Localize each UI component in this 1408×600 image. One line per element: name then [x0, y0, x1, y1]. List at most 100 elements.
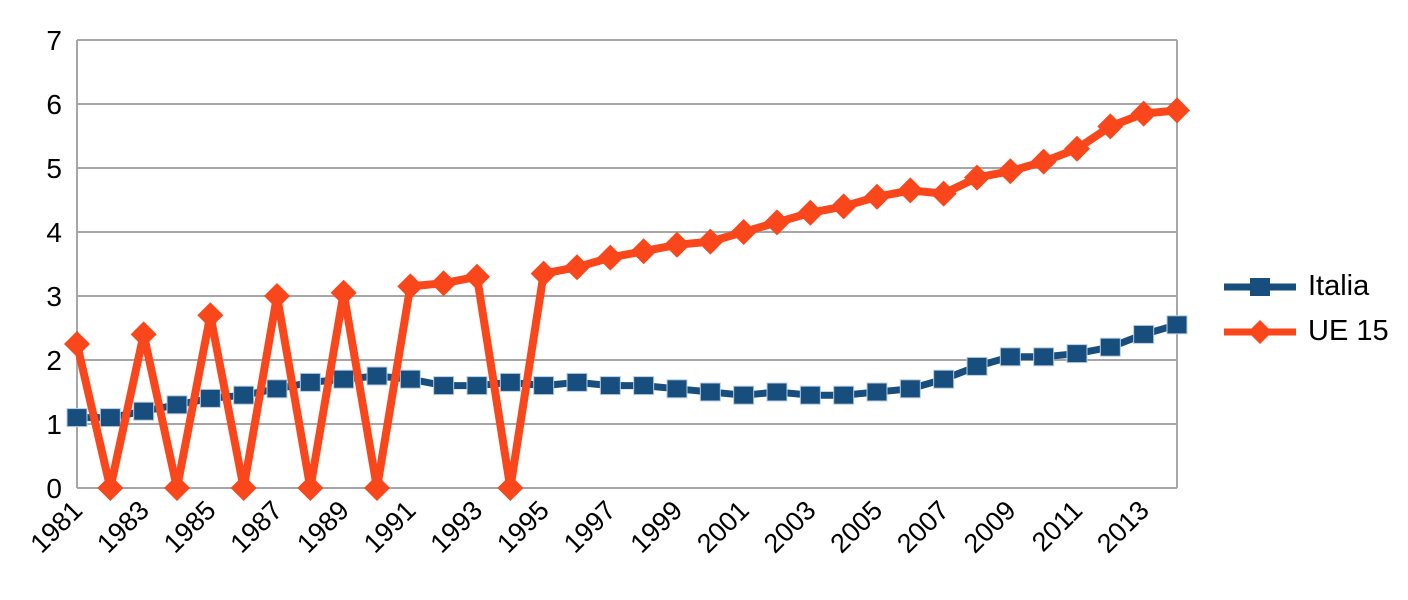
series-ue15-markers: [64, 97, 1190, 501]
diamond-marker: [430, 270, 457, 297]
legend-item-ue15: UE 15: [1222, 315, 1389, 348]
diamond-marker: [130, 321, 157, 348]
square-marker: [499, 372, 521, 392]
diamond-marker: [697, 228, 724, 255]
square-marker: [899, 379, 921, 399]
diamond-marker: [197, 302, 224, 329]
square-marker: [333, 369, 355, 389]
square-marker: [1166, 315, 1188, 335]
diamond-marker: [330, 279, 357, 306]
diamond-marker: [730, 219, 757, 245]
diamond-marker: [997, 158, 1024, 185]
diamond-marker: [830, 193, 857, 220]
diamond-marker: [764, 209, 790, 236]
diamond-marker: [797, 199, 824, 226]
x-tick-label: 1983: [91, 495, 155, 559]
diamond-marker: [164, 475, 190, 501]
diamond-marker: [1097, 113, 1124, 140]
square-marker: [866, 382, 888, 402]
x-tick-label: 2011: [1026, 495, 1088, 557]
legend-label-ue15: UE 15: [1308, 315, 1389, 347]
diamond-marker: [630, 238, 657, 265]
x-tick-label: 2005: [825, 495, 889, 559]
gridlines: [76, 39, 1178, 489]
diamond-marker: [364, 475, 390, 501]
diamond-marker: [297, 475, 324, 501]
diamond-marker: [1064, 135, 1090, 162]
legend: Italia UE 15: [1222, 270, 1389, 348]
y-tick-label: 5: [46, 153, 62, 184]
legend-label-italia: Italia: [1308, 270, 1370, 302]
series-ue15-line: [73, 106, 1178, 492]
legend-item-italia: Italia: [1222, 270, 1389, 303]
square-marker: [933, 369, 955, 389]
diamond-marker: [897, 177, 924, 204]
diamond-marker: [497, 475, 524, 501]
square-marker: [799, 385, 821, 405]
x-tick-label: 1993: [425, 495, 489, 559]
square-marker: [1133, 324, 1155, 344]
square-marker: [299, 372, 321, 392]
square-marker: [233, 385, 255, 405]
square-marker: [66, 408, 88, 428]
x-tick-label: 2007: [891, 495, 955, 559]
x-tick-label: 1991: [358, 495, 422, 559]
y-tick-label: 4: [46, 217, 62, 248]
diamond-marker: [264, 283, 290, 309]
square-marker: [566, 372, 588, 392]
diamond-marker: [664, 231, 690, 258]
x-tick-label: 1985: [158, 495, 222, 559]
square-marker: [699, 382, 721, 402]
square-marker: [966, 356, 988, 376]
x-tick-label: 1987: [225, 495, 289, 559]
square-marker: [766, 382, 788, 402]
square-marker: [666, 379, 688, 399]
diamond-marker: [964, 164, 990, 191]
y-tick-label: 2: [46, 345, 62, 376]
y-tick-label: 1: [46, 409, 62, 440]
ue15-diamond-marker-swatch: [1224, 319, 1296, 344]
series-italia-markers: [66, 315, 1188, 428]
x-tick-label: 1989: [291, 495, 355, 559]
square-marker: [1099, 337, 1121, 357]
square-marker: [833, 385, 855, 405]
square-marker: [433, 376, 455, 396]
y-tick-label: 0: [46, 473, 62, 504]
diamond-marker: [530, 260, 557, 287]
y-tick-label: 3: [46, 281, 62, 312]
square-marker: [466, 376, 488, 396]
diamond-marker: [1164, 97, 1190, 124]
square-marker: [366, 366, 388, 386]
diamond-marker: [930, 180, 957, 207]
diamond-marker: [1130, 100, 1157, 127]
square-marker: [999, 347, 1021, 367]
square-marker: [599, 376, 621, 396]
square-marker: [1033, 347, 1055, 367]
square-marker: [266, 379, 288, 399]
x-tick-label: 2001: [691, 495, 755, 559]
diamond-marker: [97, 475, 124, 501]
diamond-marker: [64, 331, 90, 357]
x-axis-labels: 1981 1983 1985 1987 1989 1991 1993 1995 1997 1999…: [25, 495, 1155, 559]
x-tick-label: 1995: [491, 495, 555, 559]
square-marker: [533, 376, 555, 396]
x-tick-label: 1999: [625, 495, 689, 559]
italia-square-marker-swatch: [1224, 277, 1296, 296]
y-axis-labels: 0 1 2 3 4 5 6 7: [46, 25, 62, 504]
square-marker: [166, 395, 188, 415]
diamond-marker: [564, 254, 590, 281]
diamond-marker: [397, 273, 424, 300]
x-tick-label: 1981: [25, 495, 89, 559]
y-tick-label: 7: [46, 25, 62, 56]
y-tick-label: 6: [46, 89, 62, 120]
square-marker: [199, 388, 221, 408]
square-marker: [733, 385, 755, 405]
diamond-marker: [1030, 148, 1057, 175]
x-tick-label: 1997: [558, 495, 622, 559]
x-tick-label: 2013: [1091, 495, 1155, 559]
square-marker: [133, 401, 155, 421]
square-marker: [1066, 344, 1088, 364]
square-marker: [99, 408, 121, 428]
